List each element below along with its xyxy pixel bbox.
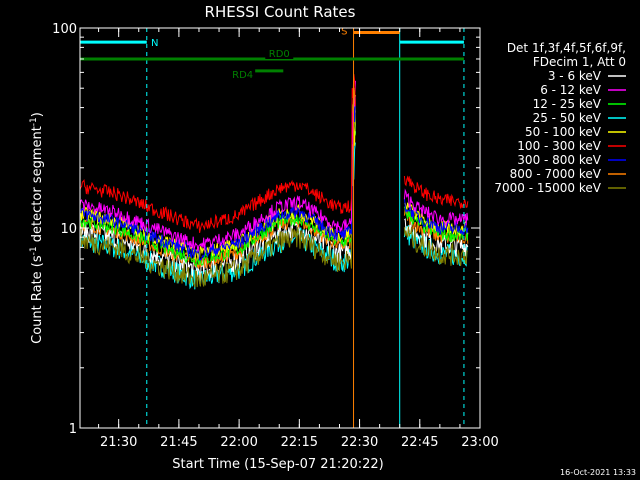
legend-label: 3 - 6 keV [548, 69, 602, 83]
axis-layer: 1 10 100 21:30 21:45 22:00 22:15 22:30 22:45 23:0… [52, 22, 499, 450]
legend-label: 7000 - 15000 keV [494, 181, 601, 195]
series-layer [79, 73, 469, 290]
y-axis-label-end: ) [30, 112, 45, 117]
annotation-label-n: N [151, 38, 158, 49]
x-tick-label: 22:30 [341, 435, 378, 450]
y-tick-label: 100 [52, 22, 77, 37]
series-line-5 [79, 73, 469, 233]
annotation-label-bg [265, 46, 294, 59]
legend-label: 300 - 800 keV [517, 153, 601, 167]
x-tick-label: 22:00 [220, 435, 257, 450]
legend-label: 800 - 7000 keV [510, 167, 602, 181]
legend: Det 1f,3f,4f,5f,6f,9f, FDecim 1, Att 0 3… [494, 41, 626, 195]
legend-label: 6 - 12 keV [540, 83, 602, 97]
y-axis-label-rest: detector segment [30, 126, 45, 246]
legend-label: 25 - 50 keV [533, 111, 602, 125]
y-axis-label-main: Count Rate (s [30, 255, 45, 344]
legend-label: 12 - 25 keV [533, 97, 602, 111]
x-axis-label: Start Time (15-Sep-07 21:20:22) [172, 457, 383, 472]
legend-header-detectors: Det 1f,3f,4f,5f,6f,9f, [507, 41, 626, 55]
chart-title: RHESSI Count Rates [205, 3, 356, 21]
legend-label: 50 - 100 keV [525, 125, 602, 139]
legend-label: 100 - 300 keV [517, 139, 601, 153]
annotation-label-s: S [341, 26, 347, 37]
series-line-8 [79, 119, 468, 289]
x-tick-label: 22:45 [401, 435, 438, 450]
series-line-1 [79, 80, 469, 252]
y-axis-label: Count Rate (s-1 detector segment-1) [29, 112, 45, 344]
x-tick-label: 21:45 [160, 435, 197, 450]
legend-header-decim: FDecim 1, Att 0 [533, 55, 626, 69]
x-tick-label: 23:00 [461, 435, 498, 450]
footer-timestamp: 16-Oct-2021 13:33 [560, 468, 636, 477]
annotation-label-rd4: RD4 [232, 70, 253, 81]
x-tick-label: 21:30 [100, 435, 137, 450]
y-tick-label: 10 [60, 222, 77, 237]
x-tick-label: 22:15 [281, 435, 318, 450]
y-axis-label-exp1: -1 [29, 246, 39, 255]
y-axis-label-exp2: -1 [29, 117, 39, 126]
annotation-label-rd0: RD0 [269, 49, 290, 60]
y-tick-label: 1 [69, 422, 77, 437]
